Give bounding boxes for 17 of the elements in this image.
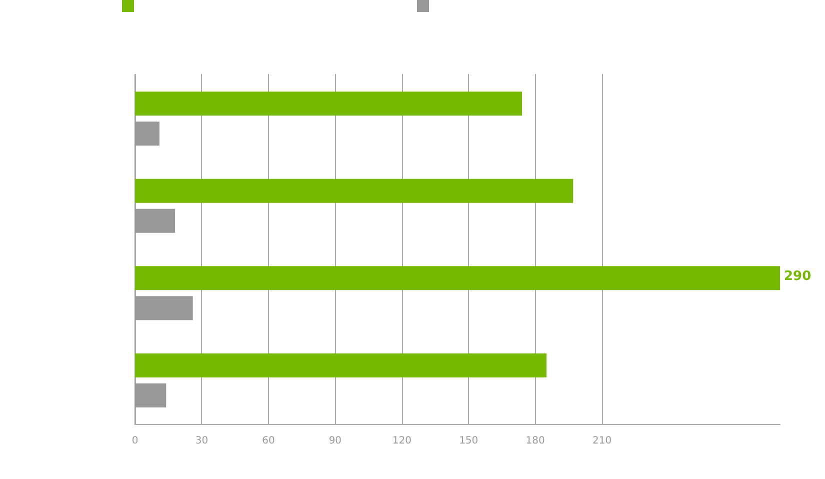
x-tick-label: 150 xyxy=(459,436,478,446)
x-tick-label: 180 xyxy=(526,436,545,446)
x-tick-label: 90 xyxy=(328,436,342,446)
x-tick-label: 30 xyxy=(195,436,208,446)
bar xyxy=(135,122,160,146)
x-tick-label: 60 xyxy=(262,436,275,446)
bar xyxy=(135,353,546,378)
bar xyxy=(135,208,176,233)
bar xyxy=(135,383,166,408)
bar xyxy=(135,296,193,320)
bar xyxy=(135,266,780,290)
bar xyxy=(135,92,522,116)
x-tick-label: 210 xyxy=(592,436,612,446)
data-label: 290 xyxy=(784,269,812,284)
x-tick-label: 120 xyxy=(392,436,412,446)
bar xyxy=(135,178,574,203)
x-tick-label: 0 xyxy=(132,436,138,446)
